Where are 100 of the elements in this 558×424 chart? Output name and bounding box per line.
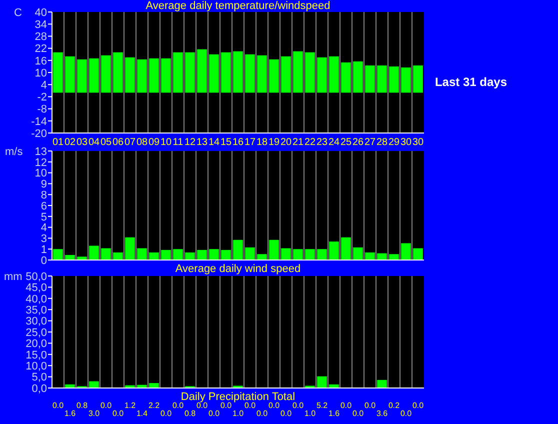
data-label: 5.2 <box>316 401 328 410</box>
data-label: 2.2 <box>148 401 160 410</box>
bar <box>281 56 291 93</box>
x-tick-label: 22 <box>304 137 316 148</box>
y-tick-label: 6 <box>40 200 47 212</box>
bar <box>293 51 303 93</box>
y-tick-label: 28 <box>34 31 47 44</box>
x-tick-label: 24 <box>328 137 340 148</box>
y-tick-label: 30,0 <box>26 316 47 328</box>
data-label: 0.0 <box>292 401 304 410</box>
x-axis-title: Daily Precipitation Total <box>180 391 296 403</box>
bar <box>329 242 339 260</box>
y-tick-label: 16 <box>34 55 47 68</box>
x-tick-label: 09 <box>148 137 160 148</box>
x-tick-label: 03 <box>76 137 88 148</box>
bar <box>149 383 159 388</box>
bar <box>233 51 243 93</box>
bar <box>89 381 99 388</box>
bar <box>89 246 99 260</box>
chart-title: Average daily temperature/windspeed <box>146 0 330 12</box>
bar <box>353 247 363 260</box>
bar <box>233 240 243 260</box>
data-label: 1.2 <box>124 401 136 410</box>
y-tick-label: 40 <box>34 6 47 19</box>
bar <box>281 248 291 260</box>
bar <box>257 254 267 260</box>
data-label: 0.0 <box>352 409 364 418</box>
data-label: 0.0 <box>244 401 256 410</box>
y-tick-label: 1 <box>40 244 47 256</box>
bar <box>353 61 363 93</box>
data-label: 3.6 <box>376 409 388 418</box>
bar <box>125 57 135 93</box>
bar <box>113 252 123 260</box>
bar <box>389 254 399 260</box>
y-tick-label: 15,0 <box>26 349 47 362</box>
bar <box>149 252 159 260</box>
data-label: 0.2 <box>388 401 400 410</box>
bar <box>413 65 423 93</box>
y-tick-label: 4 <box>40 222 47 234</box>
x-tick-label: 21 <box>292 137 304 148</box>
bar <box>377 65 387 93</box>
data-label: 0.0 <box>280 409 292 418</box>
bar <box>377 380 387 388</box>
data-label: 3.0 <box>88 409 100 418</box>
x-tick-label: 05 <box>100 137 112 148</box>
x-tick-label: 26 <box>352 137 364 148</box>
bar <box>77 59 87 93</box>
bar <box>137 59 147 93</box>
bar <box>329 56 339 93</box>
x-axis-title: Average daily wind speed <box>175 263 301 275</box>
x-tick-label: 12 <box>184 137 196 148</box>
x-tick-label: 20 <box>280 137 292 148</box>
bar <box>221 52 231 93</box>
bar <box>125 237 135 260</box>
bar <box>161 58 171 93</box>
bar <box>365 65 375 93</box>
text: Last 31 days <box>434 75 508 89</box>
bar <box>185 252 195 260</box>
y-tick-label: 25,0 <box>26 326 47 339</box>
bar <box>317 249 327 260</box>
data-label: 0.0 <box>112 409 124 418</box>
y-axis-title: mm <box>4 271 22 283</box>
bar <box>197 49 207 93</box>
y-tick-label: -2 <box>37 92 47 104</box>
data-label: 0.8 <box>76 401 88 410</box>
bar <box>413 248 423 260</box>
y-tick-label: 10 <box>34 168 47 180</box>
bar <box>209 54 219 93</box>
bar <box>401 67 411 93</box>
data-label: 0.0 <box>208 409 220 418</box>
x-tick-label: 18 <box>256 137 268 148</box>
data-label: 0.0 <box>400 409 412 418</box>
x-tick-label: 30 <box>400 137 412 148</box>
bar <box>221 250 231 260</box>
bar <box>245 247 255 260</box>
y-tick-label: -8 <box>37 104 47 116</box>
bar <box>197 250 207 260</box>
data-label: 0.0 <box>256 409 268 418</box>
y-tick-label: 5,0 <box>32 372 47 384</box>
y-tick-label: 13 <box>34 146 47 158</box>
x-tick-label: 02 <box>64 137 76 148</box>
bar <box>65 254 75 260</box>
bar <box>389 66 399 93</box>
data-label: 0.0 <box>100 401 112 410</box>
data-label: 0.8 <box>184 409 196 418</box>
bar <box>245 54 255 93</box>
bar <box>149 58 159 93</box>
y-axis-title: C <box>14 7 22 19</box>
data-label: 1.4 <box>136 409 148 418</box>
data-label: 1.0 <box>304 409 316 418</box>
data-label: 0.0 <box>172 401 184 410</box>
y-tick-label: 9 <box>40 178 47 191</box>
bar <box>269 240 279 260</box>
bar <box>317 57 327 93</box>
x-tick-label: 17 <box>244 137 256 148</box>
x-tick-label: 19 <box>268 137 280 148</box>
data-label: 1.6 <box>64 409 76 418</box>
bar <box>305 249 315 260</box>
x-tick-label: 07 <box>124 137 136 148</box>
bar <box>137 248 147 260</box>
